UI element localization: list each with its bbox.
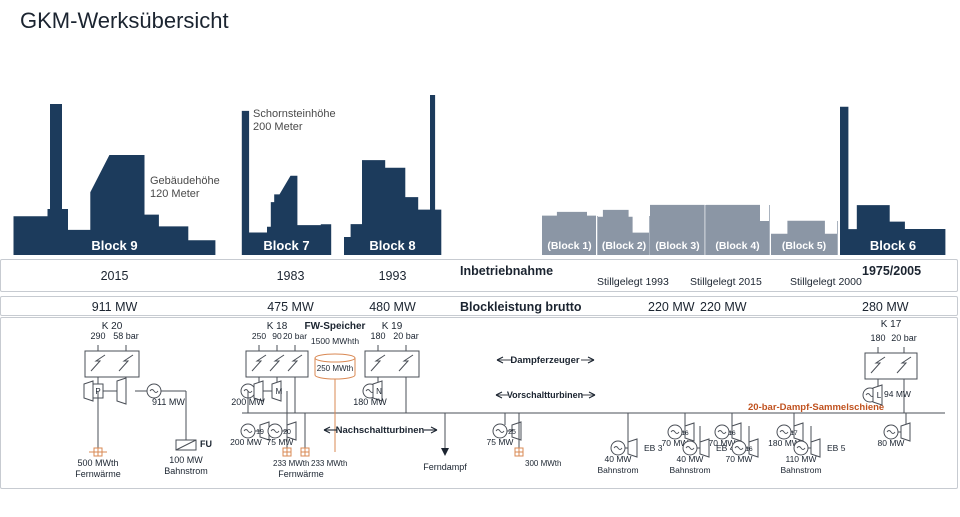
- svg-text:500 MWth: 500 MWth: [77, 458, 118, 468]
- svg-text:180 MW: 180 MW: [353, 397, 387, 407]
- svg-text:L: L: [877, 391, 882, 400]
- svg-text:70 MW: 70 MW: [726, 454, 753, 464]
- svg-text:180: 180: [370, 331, 385, 341]
- svg-text:16: 16: [728, 430, 736, 437]
- svg-text:Nachschaltturbinen: Nachschaltturbinen: [336, 425, 425, 436]
- svg-text:110 MW: 110 MW: [785, 454, 816, 464]
- svg-text:Bahnstrom: Bahnstrom: [780, 465, 821, 475]
- svg-text:233 MWth: 233 MWth: [273, 459, 309, 468]
- svg-text:40 MW: 40 MW: [677, 454, 704, 464]
- svg-text:Dampferzeuger: Dampferzeuger: [510, 355, 579, 366]
- svg-text:Bahnstrom: Bahnstrom: [164, 466, 208, 476]
- svg-text:94 MW: 94 MW: [884, 389, 911, 399]
- svg-text:Ferndampf: Ferndampf: [423, 462, 467, 472]
- svg-text:16: 16: [681, 430, 689, 437]
- svg-text:FW-Speicher: FW-Speicher: [305, 321, 366, 332]
- svg-text:290: 290: [90, 331, 105, 341]
- svg-text:911 MW: 911 MW: [152, 397, 185, 407]
- svg-text:M: M: [276, 387, 283, 396]
- svg-text:100 MW: 100 MW: [169, 455, 203, 465]
- svg-text:180: 180: [870, 333, 885, 343]
- svg-text:20: 20: [283, 429, 291, 436]
- svg-text:20 bar: 20 bar: [891, 333, 917, 343]
- svg-text:58 bar: 58 bar: [113, 331, 139, 341]
- svg-text:Vorschaltturbinen: Vorschaltturbinen: [507, 390, 583, 400]
- svg-text:300 MWth: 300 MWth: [525, 459, 561, 468]
- svg-text:EB 5: EB 5: [827, 443, 846, 453]
- svg-text:75 MW: 75 MW: [267, 437, 294, 447]
- svg-text:70 MW: 70 MW: [709, 438, 736, 448]
- svg-text:Fernwärme: Fernwärme: [278, 469, 324, 479]
- svg-text:Bahnstrom: Bahnstrom: [669, 465, 710, 475]
- svg-text:90: 90: [272, 331, 282, 341]
- svg-text:FU: FU: [200, 439, 212, 449]
- svg-text:Bahnstrom: Bahnstrom: [597, 465, 638, 475]
- svg-text:250: 250: [252, 331, 266, 341]
- svg-text:250 MWth: 250 MWth: [317, 364, 353, 373]
- svg-text:16: 16: [745, 446, 753, 453]
- svg-text:N: N: [376, 387, 382, 396]
- svg-text:19: 19: [256, 429, 264, 436]
- svg-text:K 17: K 17: [881, 319, 902, 330]
- svg-text:25: 25: [508, 429, 516, 436]
- svg-text:40 MW: 40 MW: [605, 454, 632, 464]
- svg-text:17: 17: [790, 430, 798, 437]
- svg-text:1500 MWhth: 1500 MWhth: [311, 336, 359, 346]
- svg-text:20-bar-Dampf-Sammelschiene: 20-bar-Dampf-Sammelschiene: [748, 402, 884, 413]
- svg-text:20 bar: 20 bar: [393, 331, 419, 341]
- svg-text:20 bar: 20 bar: [283, 331, 307, 341]
- svg-text:80 MW: 80 MW: [878, 438, 905, 448]
- svg-text:233 MWth: 233 MWth: [311, 459, 347, 468]
- svg-text:75 MW: 75 MW: [487, 437, 514, 447]
- svg-text:EB 3: EB 3: [644, 443, 663, 453]
- svg-text:200 MW: 200 MW: [230, 437, 262, 447]
- svg-text:Fernwärme: Fernwärme: [75, 469, 121, 479]
